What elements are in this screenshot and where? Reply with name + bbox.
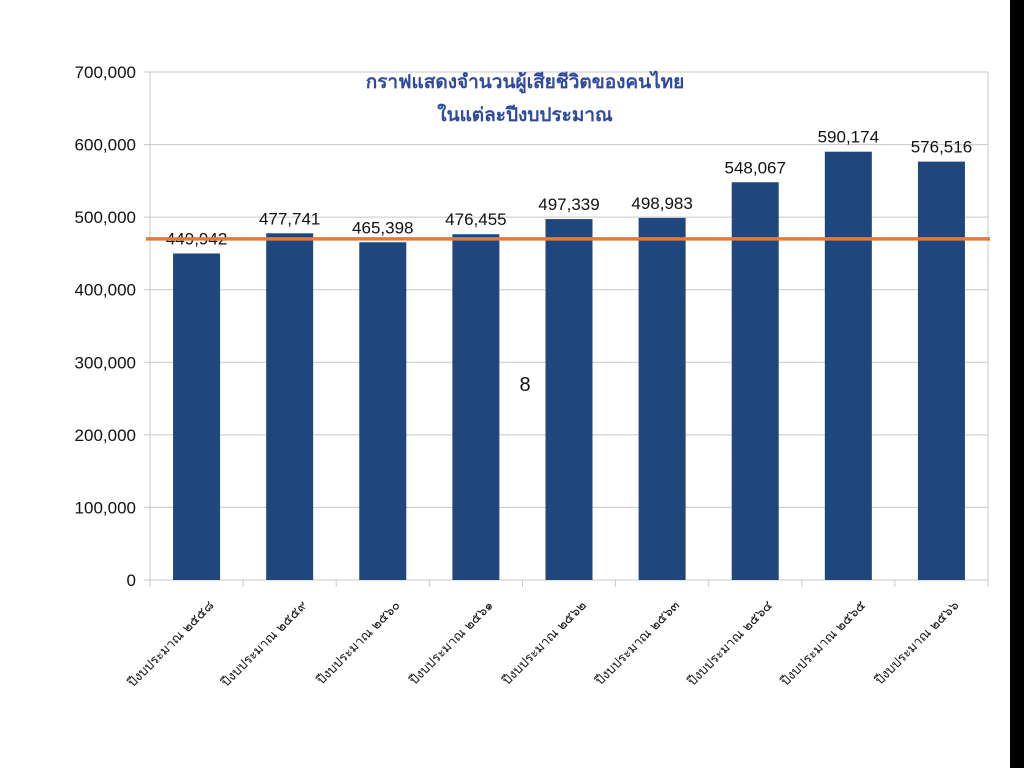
data-label: 548,067: [724, 158, 785, 177]
data-label: 497,339: [538, 195, 599, 214]
bar: [917, 161, 965, 580]
bar: [824, 151, 872, 580]
y-tick-label: 100,000: [75, 498, 136, 517]
bar: [638, 217, 686, 580]
bar: [359, 242, 407, 580]
x-category-label: ปีงบประมาณ ๒๕๖๑: [405, 598, 496, 689]
y-tick-label: 300,000: [75, 353, 136, 372]
x-category-label: ปีงบประมาณ ๒๕๕๙: [217, 598, 310, 691]
window-edge-bar: [1010, 0, 1024, 768]
data-label: 498,983: [631, 194, 692, 213]
x-category-label: ปีงบประมาณ ๒๕๖๐: [313, 597, 404, 688]
y-tick-label: 200,000: [75, 426, 136, 445]
bar: [173, 253, 221, 581]
y-tick-label: 500,000: [75, 208, 136, 227]
data-label: 590,174: [818, 128, 879, 147]
x-axis-categories: ปีงบประมาณ ๒๕๕๘ ปีงบประมาณ ๒๕๕๙ ปีงบประมาณ…: [124, 597, 963, 691]
x-category-label: ปีงบประมาณ ๒๕๖๖: [871, 598, 962, 689]
y-axis-ticks: 0 100,000 200,000 300,000 400,000 500,000 600,…: [75, 63, 136, 590]
y-tick-label: 400,000: [75, 281, 136, 300]
data-label: 476,455: [445, 210, 506, 229]
bar: [452, 234, 500, 580]
data-label: 576,516: [911, 138, 972, 157]
y-tick-label: 600,000: [75, 136, 136, 155]
y-tick-label: 0: [127, 571, 136, 590]
data-label: 465,398: [352, 218, 413, 237]
bar: [545, 219, 593, 581]
chart-title-line-2: ในแต่ละปีงบประมาณ: [437, 103, 613, 126]
y-tick-label: 700,000: [75, 63, 136, 82]
x-category-label: ปีงบประมาณ ๒๕๖๔: [684, 597, 776, 689]
bar: [731, 182, 779, 580]
chart-title-line-1: กราฟแสดงจำนวนผู้เสียชีวิตของคนไทย: [366, 70, 685, 94]
bar: [266, 233, 314, 581]
x-category-label: ปีงบประมาณ ๒๕๖๕: [777, 597, 869, 689]
annotation-label: 8: [519, 374, 530, 396]
x-category-label: ปีงบประมาณ ๒๕๖๒: [498, 598, 589, 689]
x-category-label: ปีงบประมาณ ๒๕๕๘: [124, 598, 218, 692]
x-category-label: ปีงบประมาณ ๒๕๖๓: [591, 597, 683, 689]
bars: [173, 151, 965, 581]
data-label: 477,741: [259, 209, 320, 228]
